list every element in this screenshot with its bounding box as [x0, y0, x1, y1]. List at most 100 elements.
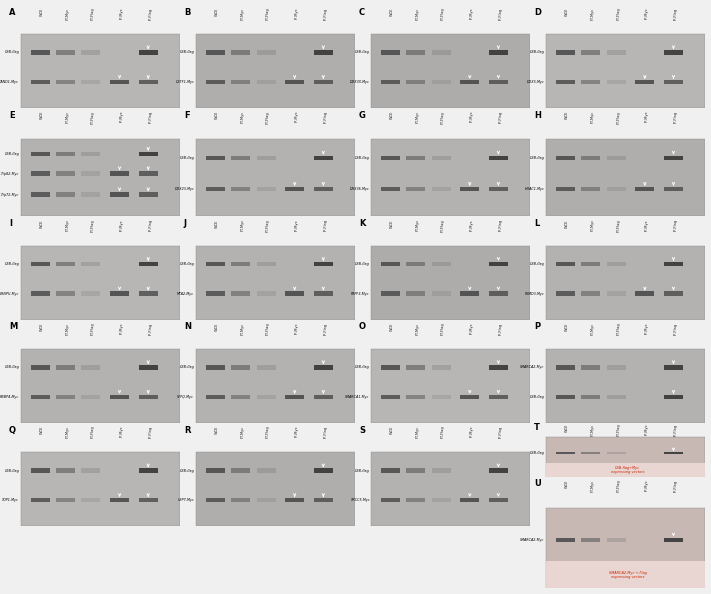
Text: PSMD3-Myc: PSMD3-Myc [525, 292, 545, 296]
Text: SMARCA2-Myc: SMARCA2-Myc [520, 365, 545, 369]
Text: U: U [534, 479, 541, 488]
Bar [489, 262, 508, 266]
Bar [231, 365, 250, 369]
Text: IP-Flag: IP-Flag [148, 323, 152, 334]
Bar [664, 452, 683, 454]
Text: FT-Myc: FT-Myc [416, 111, 419, 123]
Bar [257, 292, 276, 296]
Bar [606, 50, 626, 55]
Bar [581, 395, 600, 399]
Bar [664, 50, 683, 55]
Bar [606, 365, 626, 369]
Bar [406, 365, 425, 369]
Text: IP-Flag: IP-Flag [324, 426, 327, 438]
Text: IP-Myc: IP-Myc [470, 323, 474, 334]
Bar [82, 192, 100, 197]
Bar [406, 156, 425, 160]
Bar [489, 498, 508, 503]
Bar [546, 34, 705, 108]
Text: FT-Flag: FT-Flag [616, 8, 620, 20]
Bar [380, 468, 400, 473]
Text: FT-Flag: FT-Flag [616, 479, 620, 492]
Text: SFPQ-Myc: SFPQ-Myc [178, 395, 194, 399]
Text: CSB-flag: CSB-flag [355, 156, 370, 160]
Text: WCE: WCE [390, 323, 394, 331]
Bar [406, 80, 425, 84]
Text: FT-Myc: FT-Myc [240, 111, 245, 123]
Bar [606, 187, 626, 191]
Text: FT-Flag: FT-Flag [266, 111, 270, 124]
Bar [231, 292, 250, 296]
Bar [257, 262, 276, 266]
Text: IP-Flag: IP-Flag [498, 323, 503, 334]
Text: FT-Flag: FT-Flag [616, 323, 620, 335]
Text: CSB-flag: CSB-flag [4, 50, 19, 55]
Bar [664, 395, 683, 399]
Bar [21, 245, 180, 320]
Bar [460, 187, 479, 191]
Bar [110, 171, 129, 176]
Text: FT-Flag: FT-Flag [441, 111, 445, 124]
Text: J: J [184, 219, 187, 228]
Text: FT-Flag: FT-Flag [441, 219, 445, 232]
Bar [314, 468, 333, 473]
Text: A: A [9, 8, 16, 17]
Bar [31, 498, 50, 503]
Text: IP-Myc: IP-Myc [119, 323, 124, 334]
Text: DDX3X-Myc: DDX3X-Myc [350, 80, 370, 84]
Text: IP-Myc: IP-Myc [119, 8, 124, 19]
Text: FT-Myc: FT-Myc [591, 323, 594, 334]
Text: IP-Flag: IP-Flag [498, 111, 503, 123]
Text: PRPF3-Myc: PRPF3-Myc [351, 292, 370, 296]
Bar [139, 152, 158, 156]
Bar [314, 50, 333, 55]
Text: IP-Flag: IP-Flag [148, 219, 152, 231]
Bar [82, 152, 100, 156]
Bar [56, 498, 75, 503]
Text: CSB-flag: CSB-flag [180, 262, 194, 266]
Bar [460, 498, 479, 503]
Text: CSB-flag: CSB-flag [180, 50, 194, 55]
Text: WCE: WCE [565, 479, 570, 488]
Text: FT-Flag: FT-Flag [91, 8, 95, 20]
Bar [205, 468, 225, 473]
Bar [664, 292, 683, 296]
Bar [664, 538, 683, 542]
Bar [285, 395, 304, 399]
Text: CSB-flag: CSB-flag [355, 262, 370, 266]
Text: IP-Flag: IP-Flag [324, 111, 327, 123]
Bar [314, 365, 333, 369]
Text: WCE: WCE [40, 219, 44, 228]
Bar [205, 80, 225, 84]
Text: IP-Myc: IP-Myc [470, 219, 474, 231]
Text: WCE: WCE [40, 8, 44, 16]
Bar [231, 50, 250, 55]
Bar [546, 561, 705, 588]
Text: IP-Flag: IP-Flag [148, 111, 152, 123]
Bar [489, 50, 508, 55]
Bar [406, 187, 425, 191]
Text: FT-Myc: FT-Myc [416, 426, 419, 438]
Bar [110, 498, 129, 503]
Bar [371, 138, 530, 216]
Text: IP-Flag: IP-Flag [673, 424, 678, 435]
Text: FT-Flag: FT-Flag [616, 111, 620, 124]
Text: N: N [184, 323, 191, 331]
Text: IP-Flag: IP-Flag [673, 323, 678, 334]
Bar [432, 187, 451, 191]
Text: H: H [534, 111, 541, 120]
Bar [489, 80, 508, 84]
Text: WCE: WCE [390, 111, 394, 119]
Text: DHX36-Myc: DHX36-Myc [350, 187, 370, 191]
Text: WCE: WCE [40, 111, 44, 119]
Bar [606, 262, 626, 266]
Text: FT-Myc: FT-Myc [240, 323, 245, 334]
Bar [196, 138, 356, 216]
Bar [432, 395, 451, 399]
Text: SMARCA1-Myc: SMARCA1-Myc [345, 395, 370, 399]
Text: WCE: WCE [40, 426, 44, 434]
Bar [139, 262, 158, 266]
Text: FT-Myc: FT-Myc [65, 219, 70, 232]
Bar [231, 187, 250, 191]
Text: FT-Flag: FT-Flag [266, 219, 270, 232]
